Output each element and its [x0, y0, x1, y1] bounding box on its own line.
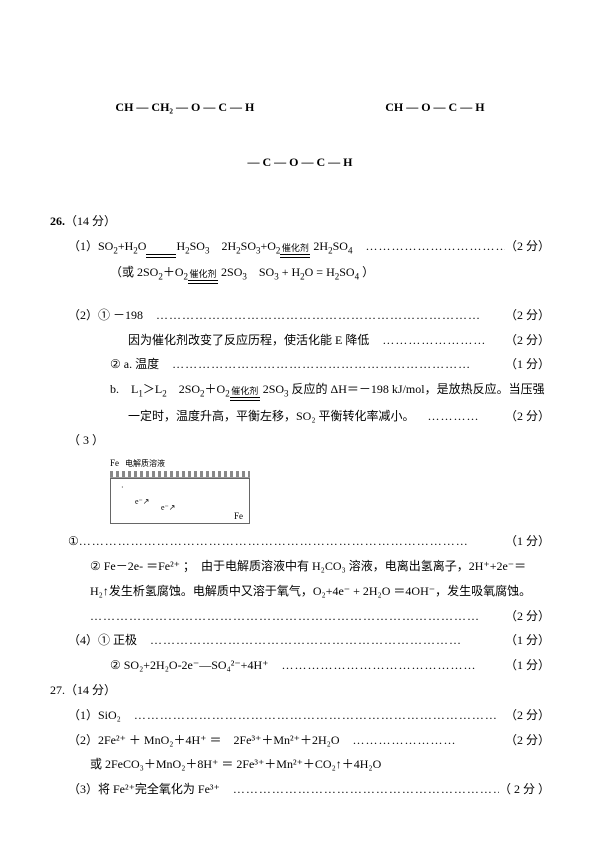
- q26-2-2b-pts: （2 分）: [505, 405, 550, 428]
- dots: ……………………: [369, 329, 505, 352]
- q26-2-1: （2）① －198: [68, 304, 143, 327]
- q26-3-2b: H₂↑发生析氢腐蚀。电解质中又溶于氧气，O₂+4e⁻ + 2H₂O ＝4OH⁻，…: [50, 580, 550, 603]
- q26-2-2b: b. L1＞L2 2SO2＋O2催化剂 2SO3 反应的 ΔH＝－198 kJ/…: [50, 378, 550, 402]
- q26-2-1b: 因为催化剂改变了反应历程，使活化能 E 降低: [128, 329, 369, 352]
- dots: ……………………………………………………………: [159, 353, 505, 376]
- dots: …………………………………………………………………: [143, 304, 505, 327]
- dots: ……………………………: [352, 235, 505, 258]
- q27-1: （1）SiO₂: [68, 704, 121, 727]
- q26-3-1: ①: [68, 530, 79, 553]
- dots: ………………………………………………………………………………: [90, 605, 505, 628]
- q26-1-alt: （或 2SO2＋O2催化剂 2SO3 SO3 + H2O = H2SO4 ）: [50, 261, 550, 285]
- q27-1-pts: （2 分）: [505, 704, 550, 727]
- q27-num: 27.（14 分）: [50, 679, 550, 702]
- q26-2-2a: ② a. 温度: [110, 353, 159, 376]
- formula-3: — C — O — C — H: [248, 155, 353, 169]
- formula-2: CH — O — C — H: [385, 100, 484, 115]
- q26-3-2-pts: （2 分）: [505, 605, 550, 628]
- q26-3-1-pts: （1 分）: [505, 530, 550, 553]
- dots: ………………………………………………………………: [137, 629, 505, 652]
- q26-4-2: ② SO₂+2H₂O-2e⁻—SO₄²⁻+4H⁺: [110, 654, 268, 677]
- q26-4-2-pts: （1 分）: [505, 654, 550, 677]
- question-26: 26.（14 分） （1）SO2+H2OH2SO3 2H2SO3+O2催化剂 2…: [50, 210, 550, 677]
- q26-1-pts: （2 分）: [505, 235, 550, 258]
- dots: ………………………………………: [268, 654, 505, 677]
- q26-2-2a-pts: （1 分）: [505, 353, 550, 376]
- q27-3: （3）将 Fe²⁺完全氧化为 Fe³⁺: [68, 778, 220, 801]
- q27-3-pts: （ 2 分 ）: [499, 778, 550, 801]
- top-formula-block: CH — CH₂ — O — C — H CH — O — C — H — C …: [50, 100, 550, 170]
- dots: …………: [415, 405, 505, 428]
- question-27: 27.（14 分） （1）SiO₂ ……………………………………………………………: [50, 679, 550, 801]
- q26-2-2b-cont: 一定时，温度升高，平衡左移，SO₂ 平衡转化率减小。: [128, 405, 415, 428]
- dots: ……………………: [340, 729, 505, 752]
- dots: …………………………………………………………………………: [121, 704, 505, 727]
- q26-1-eq: （1）SO2+H2OH2SO3 2H2SO3+O2催化剂 2H2SO4: [68, 235, 352, 259]
- q26-3-2a: ② Fe－2e- ＝Fe²⁺ ； 由于电解质溶液中有 H₂CO₃ 溶液，电离出氢…: [50, 555, 550, 578]
- q26-3-label: （ 3 ）: [50, 429, 550, 452]
- q26-2-1-pts: （2 分）: [505, 304, 550, 327]
- q26-4-1-pts: （1 分）: [505, 629, 550, 652]
- q26-num: 26.: [50, 214, 65, 228]
- q27-2-pts: （2 分）: [505, 729, 550, 752]
- q26-3-diagram: Fe电解质溶液 · e⁻↗ e⁻↗ Fe: [110, 458, 250, 524]
- q27-2-alt: 或 2FeCO₃＋MnO₂＋8H⁺ ＝ 2Fe³⁺＋Mn²⁺＋CO₂↑＋4H₂O: [50, 753, 550, 776]
- q26-4-1: （4）① 正极: [68, 629, 137, 652]
- q26-2-1b-pts: （2 分）: [505, 329, 550, 352]
- dots: ………………………………………………………: [220, 778, 499, 801]
- formula-1: CH — CH₂ — O — C — H: [115, 100, 254, 115]
- q26-pts: （14 分）: [65, 214, 116, 228]
- dots: ………………………………………………………………………………: [79, 530, 505, 553]
- q27-2: （2）2Fe²⁺ ＋ MnO₂＋4H⁺ ＝ 2Fe³⁺＋Mn²⁺＋2H₂O: [68, 729, 340, 752]
